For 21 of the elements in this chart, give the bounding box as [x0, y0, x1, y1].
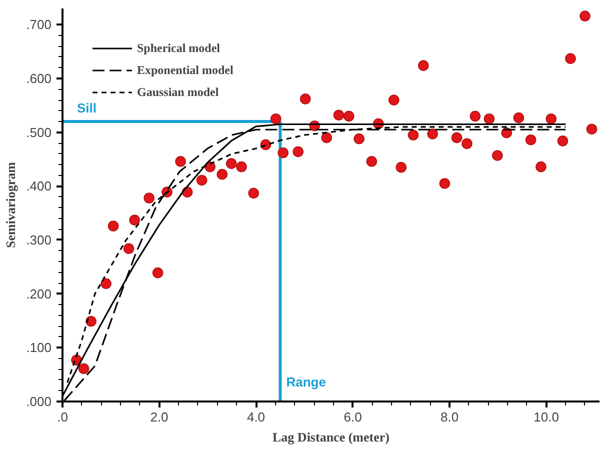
- y-tick-label: .400: [26, 178, 52, 194]
- x-tick-label: .0: [57, 410, 68, 424]
- y-tick-label: .300: [26, 232, 52, 248]
- x-tick-label: 10.0: [534, 410, 559, 424]
- x-tick-label: 2.0: [150, 410, 168, 424]
- y-tick-label: .700: [26, 17, 52, 32]
- x-tick-label: 6.0: [344, 410, 362, 424]
- legend-label: Exponential model: [137, 62, 234, 78]
- y-tick-label: .100: [26, 340, 52, 356]
- ref-line-label: Sill: [77, 100, 97, 116]
- y-tick-label: .200: [26, 286, 52, 302]
- legend-label: Gaussian model: [137, 84, 219, 100]
- x-axis-title: Lag Distance (meter): [272, 430, 390, 444]
- y-tick-label: .000: [26, 394, 52, 409]
- y-tick-label: .500: [26, 124, 52, 140]
- legend-label: Spherical model: [137, 40, 220, 56]
- y-tick-label: .600: [26, 70, 52, 86]
- x-tick-label: 4.0: [246, 410, 266, 424]
- y-axis-title: Semivariogram: [3, 162, 18, 248]
- x-tick-label: 8.0: [440, 410, 459, 424]
- ref-line-label: Range: [286, 374, 326, 390]
